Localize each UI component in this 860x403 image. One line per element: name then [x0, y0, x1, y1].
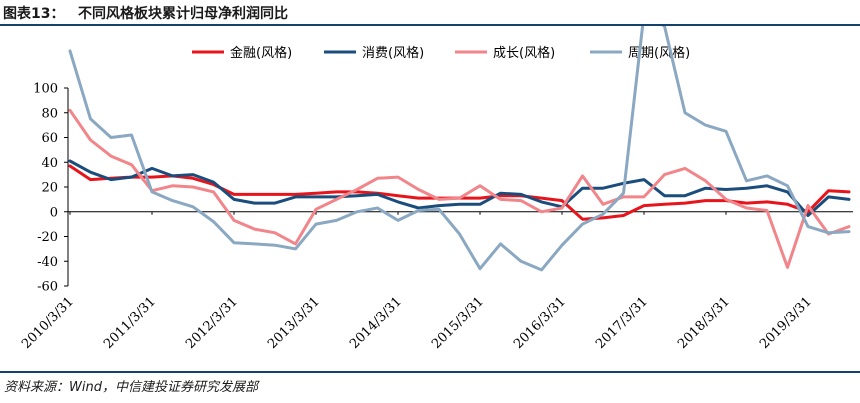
chart-axes: -60 -40 -20 0 20 40 60 80 100 2010/3/31 2011/3/31 2…: [19, 82, 853, 352]
figure-header: 图表13： 不同风格板块累计归母净利润同比: [0, 0, 860, 26]
chart-series: [68, 26, 851, 272]
x-tick-label: 2019/3/31: [757, 294, 815, 352]
x-tick-label: 2013/3/31: [265, 294, 323, 352]
x-tick-label: 2011/3/31: [101, 294, 159, 352]
x-tick-label: 2015/3/31: [429, 294, 487, 352]
legend-label-4: 周期(风格): [628, 45, 690, 61]
series-line-3: [68, 108, 851, 269]
y-tick-label: 40: [41, 156, 58, 171]
line-chart: 金融(风格) 消费(风格) 成长(风格) 周期(风格) -60 -40 -20 0 20 40 6…: [19, 26, 853, 352]
legend-label-1: 金融(风格): [230, 45, 292, 61]
legend-label-3: 成长(风格): [493, 45, 555, 61]
y-tick-label: 60: [41, 131, 58, 146]
x-tick-label: 2016/3/31: [511, 294, 569, 352]
y-tick-label: -20: [37, 230, 58, 245]
footer-rule: [0, 371, 860, 373]
x-tick-label: 2010/3/31: [19, 294, 77, 352]
x-tick-label: 2014/3/31: [347, 294, 405, 352]
figure-number: 图表13：: [3, 6, 65, 22]
legend-label-2: 消费(风格): [362, 45, 424, 61]
series-line-4: [68, 26, 851, 272]
y-tick-label: 100: [33, 82, 58, 97]
y-tick-label: 20: [41, 181, 58, 196]
figure-title: 不同风格板块累计归母净利润同比: [78, 6, 288, 22]
y-tick-label: 80: [41, 106, 58, 121]
x-tick-label: 2018/3/31: [675, 294, 733, 352]
y-tick-label: 0: [50, 205, 58, 220]
source-note: 资料来源：Wind，中信建投证券研究发展部: [4, 380, 258, 395]
x-tick-label: 2017/3/31: [593, 294, 651, 352]
x-tick-label: 2012/3/31: [183, 294, 241, 352]
y-tick-label: -60: [37, 280, 58, 295]
chart-legend: 金融(风格) 消费(风格) 成长(风格) 周期(风格): [192, 45, 690, 61]
y-tick-label: -40: [37, 255, 58, 270]
header-rule: [0, 24, 860, 26]
series-line-2: [68, 159, 851, 217]
